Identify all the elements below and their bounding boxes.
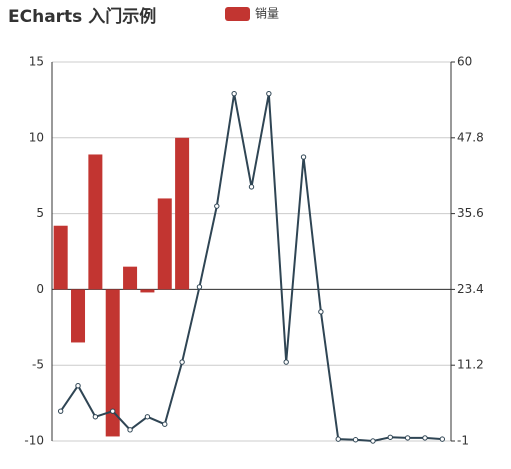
line-point: [75, 383, 81, 389]
bar: [71, 289, 86, 343]
line-point: [318, 309, 324, 315]
legend-swatch: [225, 7, 250, 21]
line-point: [231, 90, 237, 97]
y2-tick-label: 60: [457, 55, 472, 69]
line-point: [422, 435, 428, 441]
y-tick-label: -10: [24, 434, 44, 448]
line-point: [300, 154, 307, 160]
line-point: [352, 437, 359, 443]
bar: [105, 289, 120, 437]
y2-tick-label: 47.8: [457, 130, 484, 144]
line-point: [266, 90, 272, 97]
y2-tick-label: 11.2: [457, 358, 484, 372]
chart-title: ECharts 入门示例: [8, 6, 156, 27]
y-tick-label: 10: [29, 130, 44, 144]
y2-tick-label: -1: [457, 434, 469, 448]
line-point: [283, 359, 289, 365]
y-tick-label: 15: [29, 55, 44, 69]
line-point: [196, 284, 203, 290]
line-point: [110, 408, 116, 414]
line-point: [404, 435, 411, 441]
y2-tick-label: 35.6: [457, 206, 484, 220]
y-tick-label: -5: [32, 358, 44, 372]
legend-label: 销量: [255, 7, 279, 21]
bar: [140, 289, 155, 293]
y-tick-label: 5: [36, 206, 44, 220]
bar: [53, 225, 68, 290]
bar: [157, 198, 172, 290]
line-point: [214, 203, 220, 209]
line-point: [57, 408, 64, 414]
line-point: [439, 436, 446, 442]
line-point: [387, 434, 393, 440]
line-point: [179, 359, 185, 365]
line-point: [162, 421, 168, 427]
bar: [175, 137, 190, 290]
y-tick-label: 0: [36, 282, 44, 296]
line-point: [92, 414, 99, 420]
line-point: [127, 427, 133, 433]
y2-tick-label: 23.4: [457, 282, 484, 296]
line-point: [248, 184, 255, 190]
bar: [88, 154, 103, 290]
line-point: [370, 438, 376, 444]
line-point: [144, 414, 151, 420]
bar: [123, 266, 138, 290]
line-point: [335, 436, 341, 442]
